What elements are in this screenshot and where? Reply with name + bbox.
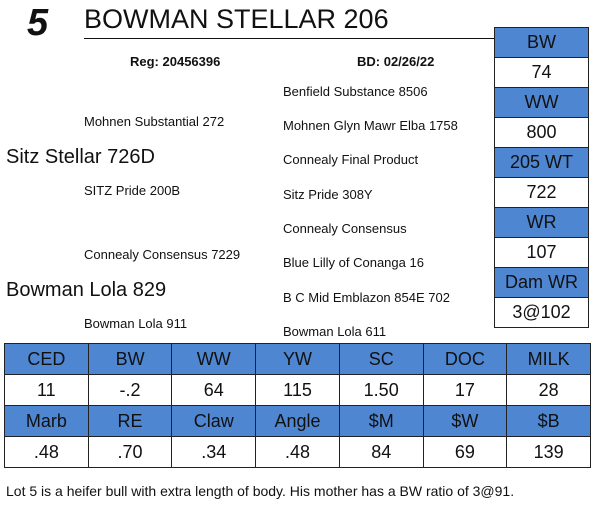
stat-label: BW (494, 27, 589, 58)
epd-table: CED BW WW YW SC DOC MILK 11 -.2 64 115 1… (4, 343, 591, 468)
epd-value: .70 (88, 437, 173, 468)
epd-value: 1.50 (339, 375, 424, 406)
epd-value: 11 (5, 375, 89, 406)
dam: Bowman Lola 829 (6, 279, 167, 301)
epd-header: DOC (423, 344, 508, 375)
dam-dam: Bowman Lola 911 (84, 316, 188, 331)
epd-value: -.2 (88, 375, 173, 406)
registration-number: Reg: 20456396 (130, 54, 221, 69)
epd-header: Angle (256, 406, 340, 437)
sire-dam-dam: Sitz Pride 308Y (283, 187, 373, 202)
epd-value: .48 (5, 437, 89, 468)
epd-header: $B (507, 406, 591, 437)
stat-value: 800 (494, 117, 589, 148)
stat-label: WW (494, 87, 589, 118)
dam-dam-sire: B C Mid Emblazon 854E 702 (283, 290, 450, 305)
sire-sire: Mohnen Substantial 272 (84, 114, 225, 129)
epd-value: 84 (339, 437, 424, 468)
epd-value: 139 (507, 437, 591, 468)
epd-header: YW (256, 344, 340, 375)
epd-header: BW (88, 344, 173, 375)
epd-header: WW (172, 344, 257, 375)
animal-name: BOWMAN STELLAR 206 (84, 4, 389, 34)
sire-sire-sire: Benfield Substance 8506 (283, 84, 428, 99)
dam-sire: Connealy Consensus 7229 (84, 247, 241, 262)
epd-header: SC (339, 344, 424, 375)
stat-value: 3@102 (494, 297, 589, 328)
epd-header: Marb (5, 406, 89, 437)
stat-value: 107 (494, 237, 589, 268)
sire: Sitz Stellar 726D (6, 146, 155, 168)
stat-label: Dam WR (494, 267, 589, 298)
stat-label: WR (494, 207, 589, 238)
sire-dam: SITZ Pride 200B (84, 183, 181, 198)
performance-stats: BW 74 WW 800 205 WT 722 WR 107 Dam WR 3@… (494, 27, 589, 328)
title-underline (84, 38, 494, 39)
stat-value: 74 (494, 57, 589, 88)
epd-value: 64 (172, 375, 257, 406)
epd-header: Claw (172, 406, 257, 437)
epd-value: .34 (172, 437, 257, 468)
sire-dam-sire: Connealy Final Product (283, 152, 419, 167)
epd-value: 115 (256, 375, 340, 406)
birth-date: BD: 02/26/22 (357, 54, 435, 69)
epd-value: .48 (256, 437, 340, 468)
epd-header: RE (88, 406, 173, 437)
epd-value: 17 (423, 375, 508, 406)
epd-header: CED (5, 344, 89, 375)
lot-note: Lot 5 is a heifer bull with extra length… (6, 483, 515, 499)
stat-label: 205 WT (494, 147, 589, 178)
epd-header: MILK (507, 344, 591, 375)
lot-number: 5 (27, 2, 49, 44)
epd-header: $W (423, 406, 508, 437)
dam-sire-sire: Connealy Consensus (283, 221, 407, 236)
epd-header: $M (339, 406, 424, 437)
epd-value: 28 (507, 375, 591, 406)
dam-dam-dam: Bowman Lola 611 (283, 324, 387, 339)
sire-sire-dam: Mohnen Glyn Mawr Elba 1758 (283, 118, 458, 133)
dam-sire-dam: Blue Lilly of Conanga 16 (283, 255, 424, 270)
epd-value: 69 (423, 437, 508, 468)
stat-value: 722 (494, 177, 589, 208)
